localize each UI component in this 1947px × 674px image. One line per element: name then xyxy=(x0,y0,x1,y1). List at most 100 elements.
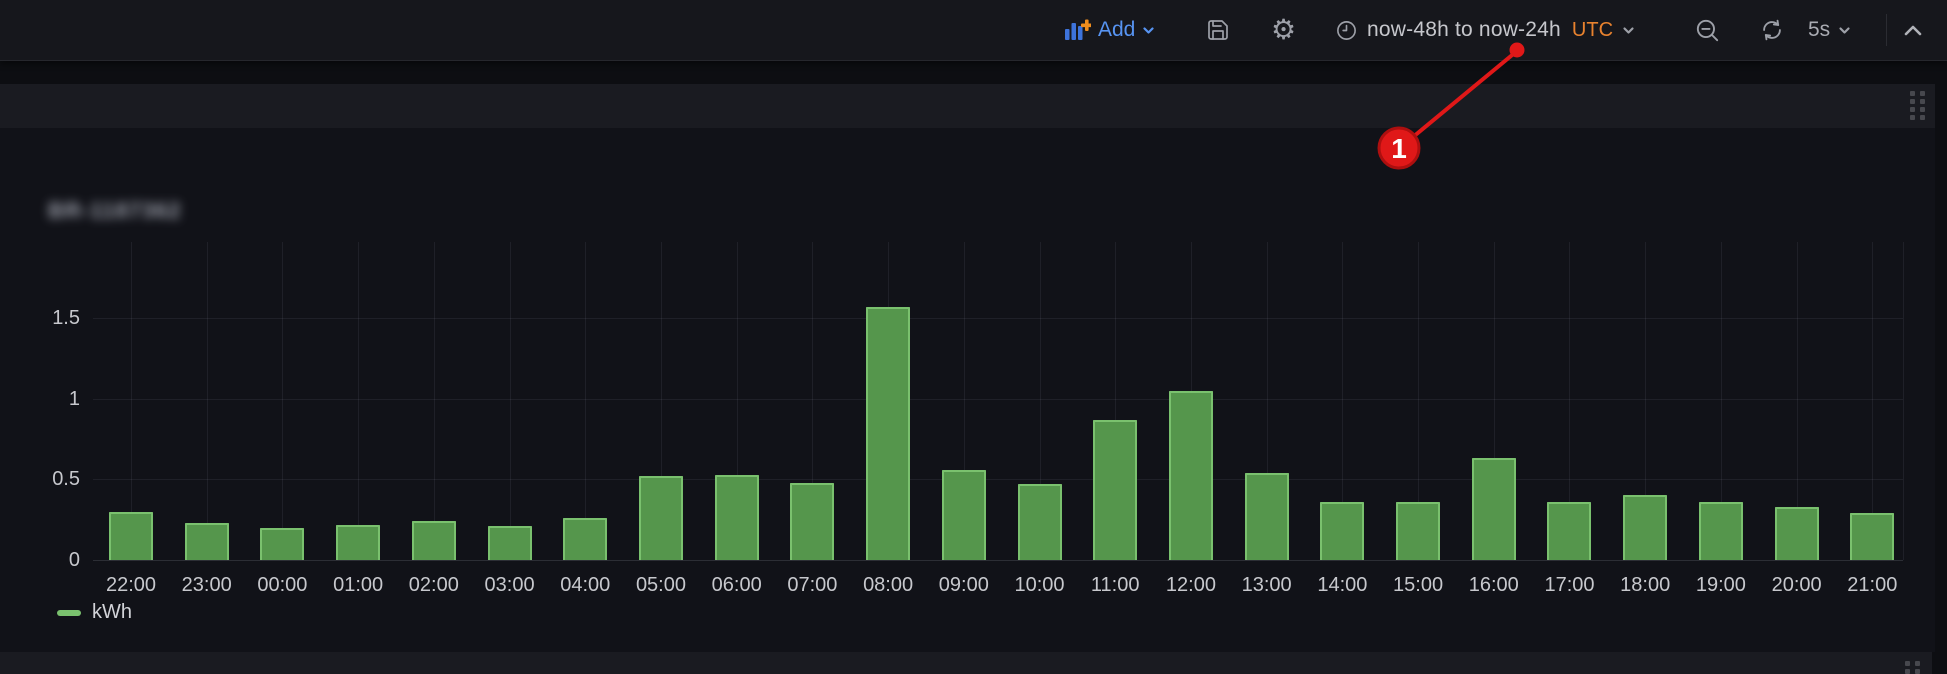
toolbar-divider xyxy=(1886,14,1887,46)
bar-03:00[interactable] xyxy=(487,526,532,560)
clock-icon xyxy=(1337,20,1356,40)
chart-panel: BR-1187362 0 0.5 1 1.5 22:00 23:00 00:00 01:00 0… xyxy=(0,128,1935,652)
grid-line-vertical xyxy=(282,242,284,560)
bar-16:00[interactable] xyxy=(1471,458,1516,560)
grip-dot xyxy=(1905,661,1910,666)
bar-20:00[interactable] xyxy=(1774,506,1819,560)
grid-line-vertical xyxy=(660,242,662,560)
grid-line-vertical xyxy=(1418,242,1420,560)
grip-dot xyxy=(1920,107,1925,112)
grip-dot xyxy=(1915,661,1920,666)
refresh-dashboard-button[interactable] xyxy=(1759,0,1785,60)
x-axis-tick-label: 04:00 xyxy=(560,574,611,596)
add-panel-button[interactable]: Add xyxy=(1064,0,1155,60)
grid-line-vertical xyxy=(206,242,208,560)
x-axis-line xyxy=(93,560,1903,561)
x-axis-tick-label: 11:00 xyxy=(1090,574,1140,596)
dashboard-row-strip-bottom xyxy=(0,652,1932,674)
grip-dot xyxy=(1910,115,1915,120)
bar-14:00[interactable] xyxy=(1320,501,1365,560)
bar-04:00[interactable] xyxy=(563,518,608,560)
grid-line-horizontal xyxy=(93,479,1903,481)
bar-06:00[interactable] xyxy=(714,474,759,560)
time-range-label: now-48h to now-24h xyxy=(1367,18,1561,41)
bar-05:00[interactable] xyxy=(638,476,683,560)
bar-15:00[interactable] xyxy=(1396,501,1441,560)
bar-10:00[interactable] xyxy=(1017,484,1062,560)
grip-dot xyxy=(1910,107,1915,112)
panel-drag-handle[interactable] xyxy=(1910,91,1925,120)
x-axis-tick-label: 17:00 xyxy=(1544,574,1595,596)
bar-11:00[interactable] xyxy=(1093,419,1138,560)
refresh-icon xyxy=(1763,19,1781,41)
chevron-down-icon xyxy=(1143,26,1154,34)
bar-18:00[interactable] xyxy=(1623,495,1668,560)
x-axis-tick-label: 05:00 xyxy=(635,574,686,596)
x-axis-tick-label: 19:00 xyxy=(1695,574,1746,596)
panel-title-blurred: BR-1187362 xyxy=(48,198,182,223)
bar-09:00[interactable] xyxy=(941,469,986,560)
legend-item-kwh[interactable]: kWh xyxy=(57,601,132,624)
bar-chart-plot-area: 0 0.5 1 1.5 22:00 23:00 00:00 01:00 02:00 03:00 04… xyxy=(0,128,1935,652)
grid-line-vertical xyxy=(358,242,360,560)
chevron-up-icon xyxy=(1904,25,1922,35)
grid-line-vertical xyxy=(1872,242,1874,560)
refresh-interval-label: 5s xyxy=(1808,18,1831,41)
bar-00:00[interactable] xyxy=(260,527,305,560)
grid-line-vertical xyxy=(963,242,965,560)
bar-19:00[interactable] xyxy=(1698,501,1743,560)
bar-02:00[interactable] xyxy=(411,521,456,560)
x-axis-tick-label: 06:00 xyxy=(711,574,762,596)
x-axis-tick-label: 09:00 xyxy=(938,574,989,596)
bar-23:00[interactable] xyxy=(184,522,229,560)
bar-21:00[interactable] xyxy=(1850,513,1895,560)
y-axis-tick-label: 0.5 xyxy=(52,468,80,491)
bar-08:00[interactable] xyxy=(866,306,911,560)
grid-line-vertical xyxy=(1796,242,1798,560)
dashboard-row-strip-top xyxy=(0,84,1935,128)
panel-drag-handle[interactable] xyxy=(1905,661,1920,674)
bar-12:00[interactable] xyxy=(1168,390,1213,560)
collapse-toolbar-button[interactable] xyxy=(1903,0,1923,60)
grip-dot xyxy=(1920,91,1925,96)
bar-13:00[interactable] xyxy=(1244,472,1289,560)
bar-22:00[interactable] xyxy=(109,511,153,560)
grid-line-vertical xyxy=(585,242,587,560)
grid-line-vertical xyxy=(812,242,814,560)
add-button-label: Add xyxy=(1098,18,1136,41)
refresh-interval-dropdown[interactable]: 5s xyxy=(1808,0,1851,60)
bar-01:00[interactable] xyxy=(336,524,381,560)
x-axis-tick-label: 12:00 xyxy=(1165,574,1216,596)
zoom-out-time-range-button[interactable] xyxy=(1694,0,1721,60)
grid-line-vertical xyxy=(1645,242,1647,560)
x-axis-tick-label: 08:00 xyxy=(863,574,914,596)
bar-17:00[interactable] xyxy=(1547,501,1592,560)
save-dashboard-button[interactable] xyxy=(1206,0,1230,60)
grid-line-vertical xyxy=(1720,242,1722,560)
x-axis-tick-label: 00:00 xyxy=(257,574,308,596)
y-axis-tick-label: 1.5 xyxy=(52,307,80,330)
grip-dot xyxy=(1910,91,1915,96)
x-axis-tick-label: 20:00 xyxy=(1771,574,1822,596)
x-axis-tick-label: 15:00 xyxy=(1393,574,1444,596)
grid-line-vertical xyxy=(433,242,435,560)
grid-line-vertical xyxy=(1493,242,1495,560)
x-axis-tick-label: 07:00 xyxy=(787,574,838,596)
grid-line-vertical xyxy=(509,242,511,560)
bar-07:00[interactable] xyxy=(790,482,835,560)
x-axis-tick-label: 16:00 xyxy=(1468,574,1519,596)
y-axis-tick-label: 1 xyxy=(68,387,80,410)
x-axis-tick-label: 22:00 xyxy=(105,574,157,596)
y-axis-tick-label: 0 xyxy=(68,549,80,571)
dashboard-settings-button[interactable]: ⚙ xyxy=(1271,0,1296,60)
x-axis-tick-label: 13:00 xyxy=(1241,574,1292,596)
timezone-label: UTC xyxy=(1571,18,1614,41)
grip-dot xyxy=(1905,669,1910,674)
time-range-picker-button[interactable]: now-48h to now-24h UTC xyxy=(1335,0,1635,60)
grid-line-vertical xyxy=(131,242,132,560)
grip-dot xyxy=(1920,115,1925,120)
x-axis-tick-label: 02:00 xyxy=(408,574,459,596)
x-axis-tick-label: 10:00 xyxy=(1014,574,1065,596)
chevron-down-icon xyxy=(1839,26,1850,34)
